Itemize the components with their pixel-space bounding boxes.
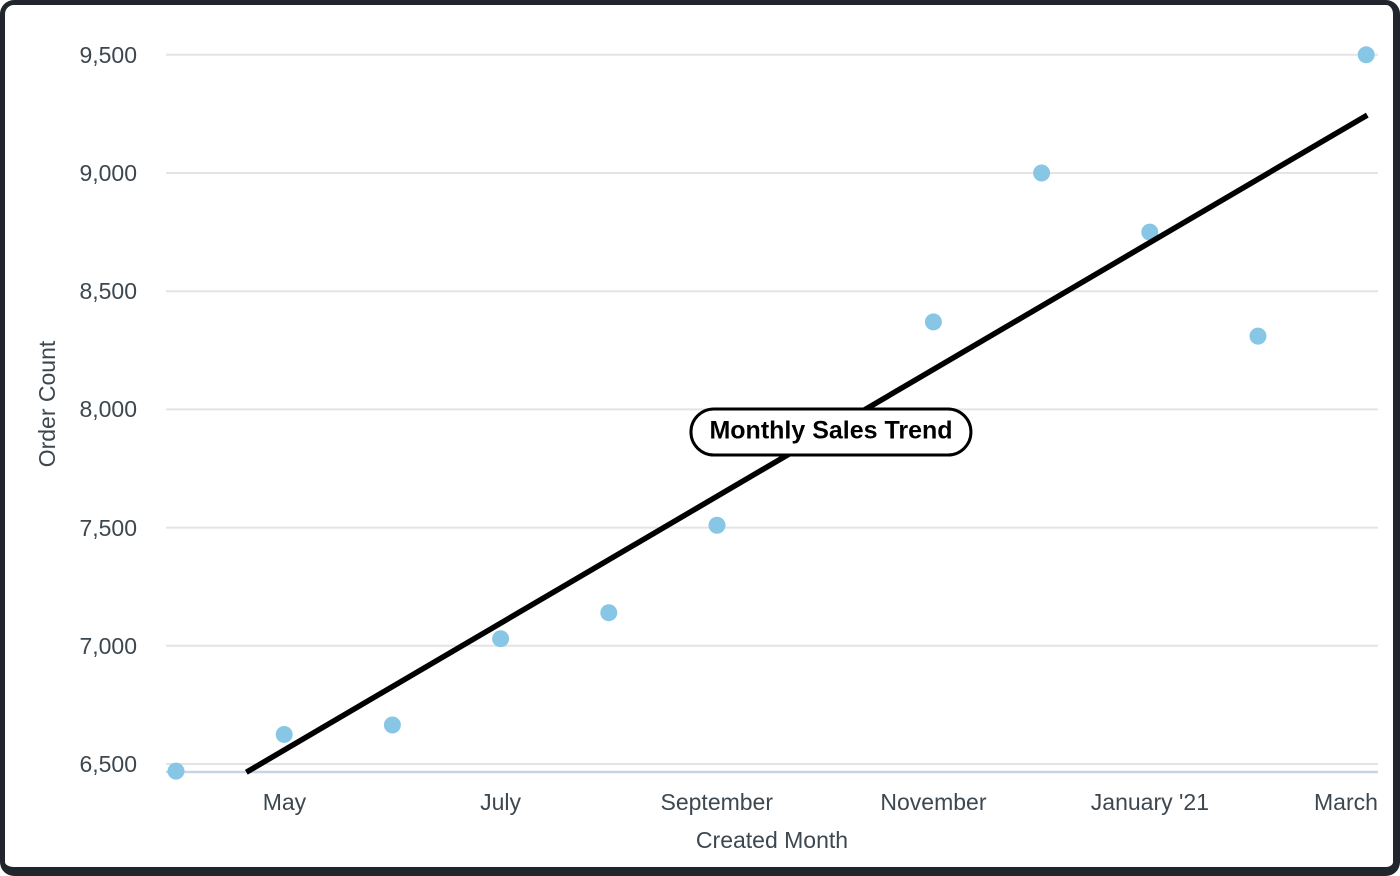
data-point[interactable] [275, 725, 293, 743]
y-tick-label: 7,000 [79, 632, 137, 659]
chart-title: Monthly Sales Trend [709, 416, 953, 445]
data-point[interactable] [1033, 164, 1051, 182]
data-point[interactable] [1249, 327, 1267, 345]
y-tick-label: 9,000 [79, 160, 137, 186]
data-point[interactable] [383, 716, 401, 734]
chart-title-pill: Monthly Sales Trend [689, 407, 973, 457]
data-point[interactable] [1357, 46, 1375, 64]
y-tick-label: 7,500 [79, 514, 137, 541]
data-point[interactable] [924, 313, 942, 331]
y-tick-label: 6,500 [79, 751, 137, 777]
y-tick-label: 8,000 [79, 396, 137, 423]
data-point[interactable] [1141, 223, 1159, 241]
y-axis-title: Order Count [34, 340, 60, 468]
x-tick-label: July [480, 789, 521, 815]
y-tick-label: 9,500 [79, 41, 137, 68]
x-tick-label: March [1314, 789, 1378, 815]
x-tick-label: September [660, 789, 774, 815]
x-axis-title: Created Month [695, 827, 849, 853]
data-point[interactable] [167, 762, 185, 780]
x-tick-label: November [880, 789, 987, 815]
x-tick-label: May [262, 789, 307, 815]
x-tick-label: January '21 [1090, 789, 1209, 815]
y-tick-label: 8,500 [79, 278, 137, 305]
data-point[interactable] [492, 630, 510, 648]
data-point[interactable] [600, 604, 618, 622]
data-point[interactable] [708, 516, 726, 534]
